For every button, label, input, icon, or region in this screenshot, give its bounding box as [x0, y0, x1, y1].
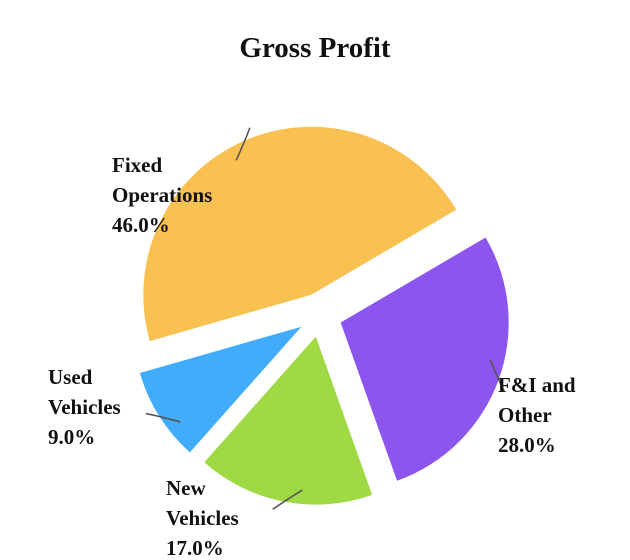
pie-slice [204, 336, 373, 505]
slice-category-label: Other [498, 403, 552, 427]
leader-line [489, 359, 506, 393]
slice-labels: Fixed Operations 46.0% F&I and Other 28.0% New… [48, 153, 576, 560]
slice-percent-label: 28.0% [498, 433, 556, 457]
leader-line [272, 489, 303, 510]
leader-line [145, 412, 181, 423]
slice-category-label: F&I and [498, 373, 576, 397]
slice-category-label: Fixed [112, 153, 162, 177]
slice-percent-label: 9.0% [48, 425, 95, 449]
slice-category-label: New [166, 476, 206, 500]
pie-slice [143, 126, 457, 342]
leader-line [235, 127, 251, 161]
pie-slices [139, 126, 509, 505]
slice-category-label: Operations [112, 183, 212, 207]
pie-slice [340, 237, 509, 481]
slice-category-label: Used [48, 365, 93, 389]
slice-category-label: Vehicles [48, 395, 121, 419]
chart-title: Gross Profit [239, 32, 391, 64]
pie-slice [139, 326, 302, 453]
slice-category-label: Vehicles [166, 506, 239, 530]
slice-percent-label: 46.0% [112, 213, 170, 237]
label-leader-lines [145, 127, 506, 510]
slice-percent-label: 17.0% [166, 536, 224, 560]
